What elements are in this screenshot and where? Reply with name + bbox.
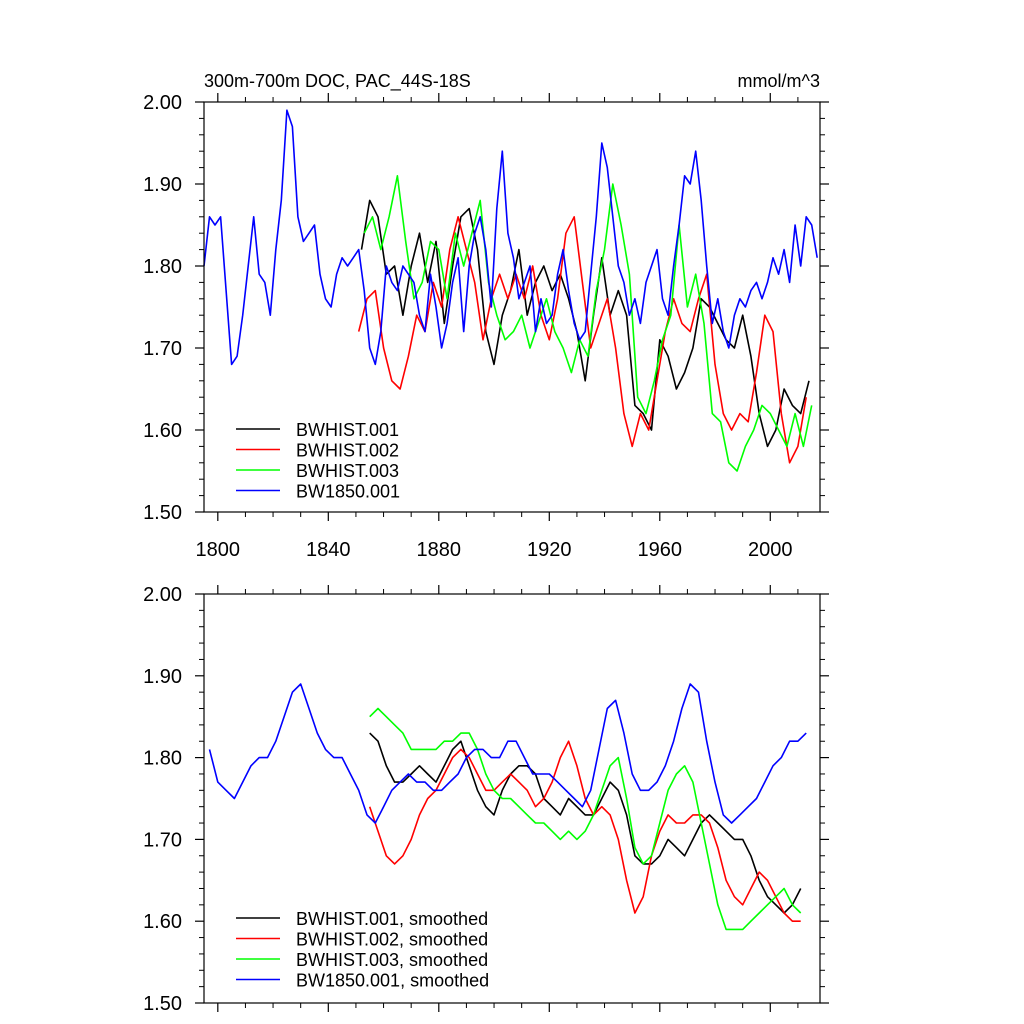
- legend-label-top-3: BWHIST.003: [296, 461, 399, 481]
- series-line-bottom-3: [369, 707, 802, 931]
- series-line-bottom-4: [208, 683, 807, 824]
- x-tick-label: 1840: [306, 539, 351, 561]
- x-tick-label: 1800: [196, 539, 241, 561]
- legend-label-top-4: BW1850.001: [296, 482, 400, 502]
- series-line-top-3: [363, 175, 813, 472]
- legend-label-top-1: BWHIST.001: [296, 420, 399, 440]
- bottom-panel: 1.50 1.60 1.70 1.80 1.90 2.00 BWHIST.001, smoo…: [143, 584, 829, 1015]
- x-tick-label: 1880: [417, 539, 462, 561]
- plot-frame-bottom: [203, 593, 821, 1004]
- x-tick-label: 1920: [527, 539, 572, 561]
- y-tick-label: 2.00: [143, 92, 182, 114]
- chart-title: 300m-700m DOC, PAC_44S-18S: [204, 71, 471, 92]
- y-tick-label: 1.90: [143, 666, 182, 688]
- y-tick-label: 1.50: [143, 502, 182, 524]
- y-tick-label: 1.80: [143, 748, 182, 770]
- y-tick-label: 1.70: [143, 338, 182, 360]
- y-tick-label: 1.60: [143, 911, 182, 933]
- legend-label-bottom-3: BWHIST.003, smoothed: [296, 950, 488, 970]
- series-line-top-1: [360, 199, 810, 448]
- series-line-top-2: [357, 216, 807, 464]
- plot-frame-top: [203, 101, 821, 513]
- y-tick-label: 1.90: [143, 174, 182, 196]
- y-tick-label: 1.50: [143, 993, 182, 1015]
- legend-label-bottom-4: BW1850.001, smoothed: [296, 971, 489, 991]
- chart-units: mmol/m^3: [738, 71, 820, 91]
- legend-label-bottom-1: BWHIST.001, smoothed: [296, 909, 488, 929]
- legend-label-top-2: BWHIST.002: [296, 441, 399, 461]
- x-tick-label: 1960: [638, 539, 683, 561]
- y-tick-label: 1.80: [143, 256, 182, 278]
- series-line-bottom-2: [368, 740, 801, 922]
- y-tick-label: 2.00: [143, 584, 182, 606]
- series-line-top-4: [203, 109, 818, 366]
- y-tick-label: 1.60: [143, 420, 182, 442]
- series-line-bottom-1: [369, 732, 802, 914]
- y-tick-label: 1.70: [143, 829, 182, 851]
- legend-label-bottom-2: BWHIST.002, smoothed: [296, 930, 488, 950]
- x-tick-label: 2000: [748, 539, 793, 561]
- top-panel: 1.50 1.60 1.70 1.80 1.90 2.00 1800 1840 1880 1920…: [143, 92, 829, 561]
